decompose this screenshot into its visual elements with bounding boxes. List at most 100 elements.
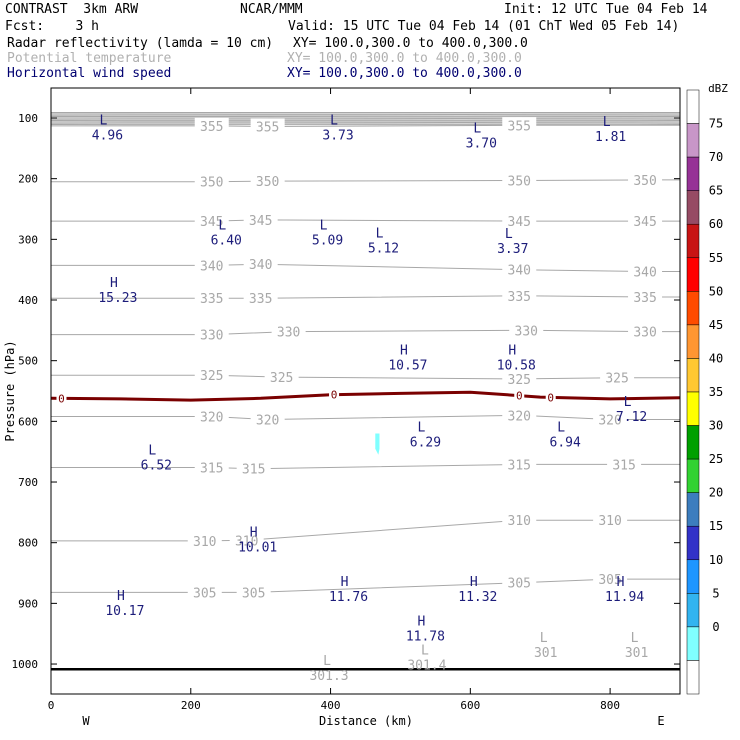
theta-contour-label: 325 (270, 371, 293, 386)
wind-extremum-value: 3.70 (466, 136, 497, 151)
colorbar-swatch (686, 257, 700, 292)
theta-contour-label: 310 (235, 534, 258, 549)
field-reflectivity-xy: XY= 100.0,300.0 to 400.0,300.0 (293, 36, 528, 51)
freezing-level-line (50, 390, 681, 402)
theta-label-bg (502, 370, 537, 386)
wind-extremum-marker: L (376, 226, 384, 241)
wind-extremum-marker: L (417, 420, 425, 435)
colorbar-swatch (686, 324, 700, 359)
y-tick-label: 700 (18, 476, 38, 489)
field-reflectivity-label: Radar reflectivity (lamda = 10 cm) (7, 36, 274, 51)
colorbar-label: 0 (712, 620, 719, 634)
theta-label-bg (194, 408, 229, 424)
theta-contour-label: 325 (508, 373, 531, 388)
x-tick-label: 400 (321, 699, 341, 712)
wind-extremum-marker: H (400, 343, 408, 358)
colorbar-swatch (686, 223, 700, 259)
wind-extremum-value: 6.40 (211, 233, 242, 248)
colorbar-swatch (686, 358, 700, 393)
theta-label-bg (194, 213, 229, 229)
y-tick-label: 200 (18, 173, 38, 186)
theta-label-bg (187, 532, 222, 548)
theta-label-bg (628, 171, 663, 187)
theta-label-bg (628, 323, 663, 339)
forecast-hour: Fcst: 3 h (5, 19, 99, 34)
y-tick-label: 800 (18, 537, 38, 550)
theta-label-bg (502, 456, 537, 472)
theta-label-bg (502, 261, 537, 277)
theta-contour-label: 350 (508, 174, 531, 189)
theta-contour-label: 305 (598, 573, 621, 588)
direction-west: W (82, 714, 90, 728)
theta-extremum-value: 301 (534, 646, 557, 661)
colorbar-label: 60 (709, 217, 723, 231)
theta-contour-line (51, 124, 680, 127)
colorbar-swatch (686, 123, 700, 158)
colorbar-swatch (686, 559, 700, 594)
theta-contour-label: 320 (256, 414, 279, 429)
theta-label-bg (243, 211, 278, 227)
wind-extremum-marker: L (603, 115, 611, 130)
theta-label-bg (628, 213, 663, 229)
theta-label-bg (250, 411, 285, 427)
theta-label-bg (243, 290, 278, 306)
theta-extremum-value: 301 (625, 646, 648, 661)
reflectivity-echoes (375, 433, 380, 455)
colorbar-swatch (686, 89, 700, 124)
y-axis-label: Pressure (hPa) (3, 340, 17, 441)
theta-label-bg (502, 574, 537, 590)
theta-contour-label: 315 (508, 458, 531, 473)
x-tick-label: 800 (600, 699, 620, 712)
freezing-label-bg (56, 392, 67, 405)
init-time: Init: 12 UTC Tue 04 Feb 14 (504, 2, 708, 17)
wind-extremum-value: 15.23 (98, 291, 137, 306)
wind-extremum-marker: L (320, 218, 328, 233)
theta-contour-label: 320 (598, 414, 621, 429)
theta-contour-label: 305 (508, 577, 531, 592)
theta-label-bg (194, 326, 229, 342)
wind-extremum-marker: H (341, 575, 349, 590)
theta-contour-label: 305 (193, 586, 216, 601)
theta-label-bg (187, 584, 222, 600)
theta-contour-label: 355 (200, 120, 223, 135)
theta-label-bg (502, 213, 537, 229)
colorbar-label: 75 (709, 117, 723, 131)
theta-contour-line (51, 295, 680, 299)
theta-contour-label: 330 (515, 324, 538, 339)
valid-time: Valid: 15 UTC Tue 04 Feb 14 (01 ChT Wed … (288, 19, 680, 34)
wind-extremum-marker: H (117, 589, 125, 604)
colorbar-swatch (686, 458, 700, 493)
x-axis-label: Distance (km) (319, 714, 413, 728)
theta-contour-label: 350 (256, 175, 279, 190)
theta-label-bg (194, 173, 229, 189)
wind-extremum-value: 5.09 (312, 233, 343, 248)
y-tick-label: 600 (18, 415, 38, 428)
theta-contours: 355 355 355 350 350 350 350 345 345 345 345 340 340 3… (51, 117, 680, 601)
y-tick-label: 300 (18, 233, 38, 246)
wind-extremum-value: 3.37 (497, 242, 528, 257)
wind-extremum-marker: L (473, 121, 481, 136)
colorbar-swatch (686, 492, 700, 527)
theta-contour-label: 350 (200, 176, 223, 191)
ground-line (51, 668, 680, 671)
theta-contour-label: 340 (200, 259, 223, 274)
wind-extremum-value: 6.94 (550, 435, 581, 450)
wind-extremum-marker: L (557, 420, 565, 435)
theta-contour-label: 310 (193, 535, 216, 550)
theta-extremum-marker: L (323, 654, 331, 669)
wind-extremum-value: 3.73 (322, 128, 353, 143)
field-theta-label: Potential temperature (7, 51, 172, 66)
direction-east: E (657, 714, 664, 728)
y-tick-label: 1000 (12, 658, 39, 671)
ground-surface (51, 668, 680, 671)
colorbar-label: 5 (712, 586, 719, 600)
theta-contour-label: 345 (249, 214, 272, 229)
theta-contour-label: 310 (508, 514, 531, 529)
theta-label-bg (502, 407, 537, 423)
wind-extremum-marker: L (218, 218, 226, 233)
theta-label-bg (502, 512, 537, 528)
theta-contour-label: 315 (612, 458, 635, 473)
theta-contour-label: 310 (598, 514, 621, 529)
theta-label-bg (194, 117, 229, 133)
